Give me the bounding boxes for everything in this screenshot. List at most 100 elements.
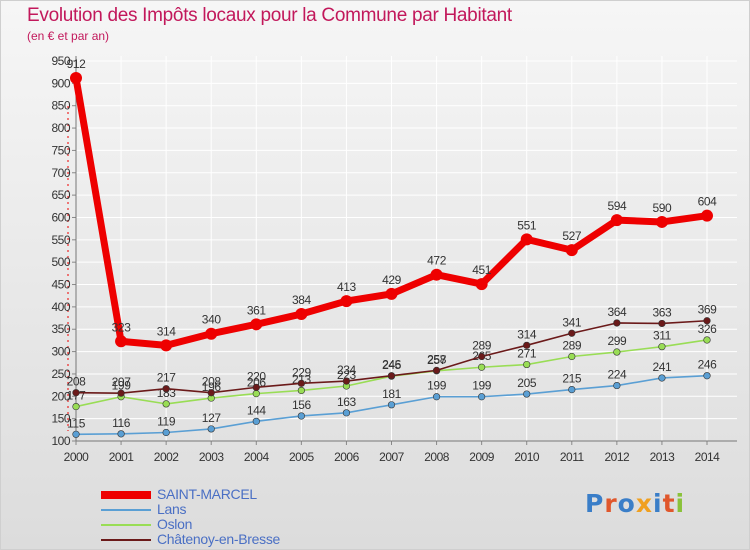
data-point — [523, 390, 531, 398]
data-label: 594 — [607, 199, 627, 213]
data-point — [703, 372, 711, 380]
data-label: 224 — [607, 368, 627, 382]
data-label: 215 — [562, 372, 582, 386]
y-tick-label: 200 — [51, 389, 70, 403]
legend-swatch — [101, 509, 151, 511]
grid-lines — [75, 56, 737, 442]
data-point — [658, 374, 666, 382]
data-point — [478, 363, 486, 371]
x-tick-label: 2001 — [109, 450, 135, 464]
x-tick-label: 2010 — [514, 450, 540, 464]
data-label: 289 — [562, 339, 582, 353]
data-point — [568, 385, 576, 394]
y-tick-label: 450 — [51, 278, 70, 292]
data-label: 364 — [607, 305, 627, 319]
data-point — [342, 409, 351, 417]
data-label: 413 — [337, 280, 357, 294]
chart-title: Evolution des Impôts locaux pour la Comm… — [27, 5, 512, 26]
data-label: 229 — [292, 365, 312, 379]
proxiti-logo: Proxiti — [585, 489, 685, 518]
data-label: 223 — [337, 368, 357, 382]
data-label: 220 — [247, 369, 267, 383]
data-label: 590 — [653, 201, 673, 215]
data-point — [655, 215, 668, 228]
axes — [67, 56, 737, 445]
legend-label: Oslon — [157, 516, 193, 532]
data-point — [568, 352, 576, 361]
data-point — [162, 428, 170, 437]
data-label: 217 — [157, 371, 177, 385]
x-tick-label: 2008 — [424, 450, 450, 464]
data-label: 116 — [112, 416, 131, 430]
data-point — [250, 318, 263, 331]
data-point — [117, 389, 125, 397]
data-point — [523, 341, 531, 349]
data-point — [207, 425, 215, 433]
data-point — [205, 327, 218, 340]
logo-letter: i — [653, 489, 663, 518]
legend-label: SAINT-MARCEL — [157, 486, 257, 502]
y-tick-label: 350 — [51, 322, 70, 336]
data-label: 451 — [472, 263, 492, 277]
data-point — [610, 214, 623, 227]
legend-label: Lans — [157, 501, 187, 517]
data-label: 196 — [202, 380, 222, 394]
legend-label: Châtenoy-en-Bresse — [157, 531, 280, 547]
data-point — [160, 339, 173, 352]
data-point — [387, 401, 396, 409]
data-point — [340, 295, 353, 308]
x-tick-label: 2004 — [244, 450, 270, 464]
data-point — [520, 233, 533, 246]
data-label: 369 — [698, 303, 718, 317]
data-label: 245 — [382, 358, 402, 372]
data-label: 341 — [562, 315, 582, 329]
data-label: 429 — [382, 273, 402, 287]
data-point — [703, 336, 711, 344]
x-tick-label: 2003 — [199, 450, 225, 464]
data-label: 246 — [698, 358, 718, 372]
y-tick-label: 850 — [51, 99, 70, 113]
data-label: 323 — [112, 320, 132, 334]
y-tick-label: 550 — [51, 233, 70, 247]
data-label: 208 — [67, 375, 87, 389]
x-tick-label: 2014 — [695, 450, 721, 464]
data-point — [432, 393, 441, 401]
data-label: 207 — [112, 375, 132, 389]
data-point — [252, 383, 260, 391]
y-tick-label: 250 — [51, 367, 70, 381]
y-tick-label: 500 — [51, 255, 70, 269]
y-tick-label: 600 — [51, 210, 70, 224]
data-point — [72, 430, 80, 438]
data-label: 527 — [562, 229, 582, 243]
data-label: 205 — [517, 376, 537, 390]
data-point — [658, 319, 666, 328]
legend-swatch — [101, 539, 151, 541]
y-tick-label: 700 — [51, 166, 70, 180]
data-label: 551 — [517, 218, 537, 232]
data-point — [387, 372, 396, 380]
data-point — [297, 386, 305, 395]
data-point — [385, 287, 398, 300]
data-label: 181 — [382, 387, 402, 401]
data-point — [72, 389, 80, 397]
chart-subtitle: (en € et par an) — [27, 29, 110, 43]
data-point — [342, 377, 351, 385]
y-tick-label: 650 — [51, 188, 70, 202]
y-tick-label: 300 — [51, 345, 70, 359]
data-label: 257 — [427, 353, 447, 367]
data-point — [297, 379, 305, 387]
series-saint-marcel: 912 323 314 340 361 384 413 429 472 451 551 527 594 5… — [67, 57, 718, 352]
y-tick-label: 750 — [51, 143, 70, 157]
data-label: 208 — [202, 375, 222, 389]
data-label: 199 — [472, 379, 492, 393]
data-point — [701, 209, 713, 222]
data-point — [295, 308, 308, 321]
logo-letter: i — [675, 489, 686, 518]
data-label: 472 — [427, 254, 447, 268]
x-tick-label: 2005 — [289, 450, 315, 464]
x-tick-label: 2013 — [650, 450, 676, 464]
logo-letter: r — [604, 489, 618, 518]
data-label: 363 — [653, 305, 673, 319]
y-tick-label: 800 — [51, 121, 70, 135]
data-point — [207, 389, 215, 397]
